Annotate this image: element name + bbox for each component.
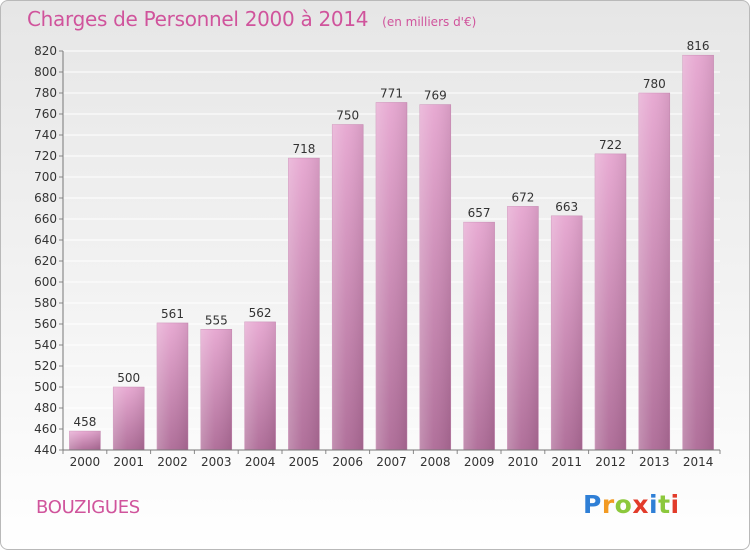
x-tick-label: 2013 — [639, 455, 670, 469]
logo-letter: i — [649, 490, 659, 519]
bar-value-label: 458 — [73, 415, 96, 429]
y-tick-label: 440 — [34, 443, 57, 457]
y-tick-label: 760 — [34, 107, 57, 121]
proxiti-logo: Proxiti — [583, 490, 680, 519]
bar-value-label: 500 — [117, 371, 140, 385]
y-tick-label: 620 — [34, 254, 57, 268]
y-tick-label: 680 — [34, 191, 57, 205]
bar-value-label: 561 — [161, 307, 184, 321]
y-tick-label: 520 — [34, 359, 57, 373]
bar-value-label: 750 — [336, 109, 359, 123]
y-tick-label: 700 — [34, 170, 57, 184]
x-tick-label: 2009 — [464, 455, 495, 469]
x-tick-label: 2011 — [551, 455, 582, 469]
y-tick-label: 820 — [34, 44, 57, 58]
bar-value-label: 780 — [643, 77, 666, 91]
y-tick-label: 740 — [34, 128, 57, 142]
x-tick-label: 2001 — [113, 455, 144, 469]
unit-label: (en milliers d'€) — [382, 15, 477, 29]
y-tick-label: 660 — [34, 212, 57, 226]
logo-letter: o — [614, 490, 633, 519]
y-tick-label: 800 — [34, 65, 57, 79]
place-name: BOUZIGUES — [36, 497, 140, 518]
y-tick-label: 600 — [34, 275, 57, 289]
bar-value-label: 672 — [511, 190, 534, 204]
x-tick-label: 2007 — [376, 455, 407, 469]
logo-letter: i — [670, 490, 680, 519]
x-tick-label: 2008 — [420, 455, 451, 469]
bar-value-label: 769 — [424, 89, 447, 103]
y-tick-label: 540 — [34, 338, 57, 352]
bar-value-label: 771 — [380, 86, 403, 100]
bar-value-label: 657 — [468, 206, 491, 220]
y-tick-label: 780 — [34, 86, 57, 100]
y-tick-label: 720 — [34, 149, 57, 163]
logo-letter: x — [632, 490, 649, 519]
y-tick-label: 560 — [34, 317, 57, 331]
bar-value-label: 816 — [687, 39, 710, 53]
y-tick-label: 580 — [34, 296, 57, 310]
logo-letter: t — [658, 490, 671, 519]
x-tick-label: 2002 — [157, 455, 188, 469]
y-tick-label: 640 — [34, 233, 57, 247]
logo-letter: P — [583, 490, 602, 519]
bar-value-label: 562 — [249, 306, 272, 320]
chart-title: Charges de Personnel 2000 à 2014 (en mill… — [27, 7, 476, 31]
bars: 458 500 561 555 562 718 750 771 769 657 672 663 722 7… — [69, 39, 714, 451]
x-tick-label: 2000 — [70, 455, 101, 469]
bar-value-label: 722 — [599, 138, 622, 152]
bar-value-label: 555 — [205, 313, 228, 327]
bar-value-label: 663 — [555, 200, 578, 214]
axes: 440 460 480 500 520 540 560 580 600 620 640 660 680 7… — [34, 44, 721, 469]
x-tick-label: 2010 — [508, 455, 539, 469]
y-tick-label: 480 — [34, 401, 57, 415]
x-tick-label: 2005 — [289, 455, 320, 469]
bar-value-label: 718 — [292, 142, 315, 156]
title-text: Charges de Personnel 2000 à 2014 — [27, 7, 369, 31]
y-tick-label: 460 — [34, 422, 57, 436]
x-tick-label: 2004 — [245, 455, 276, 469]
x-tick-label: 2014 — [683, 455, 714, 469]
x-tick-label: 2003 — [201, 455, 232, 469]
y-tick-label: 500 — [34, 380, 57, 394]
x-tick-label: 2006 — [332, 455, 363, 469]
logo-letter: r — [601, 490, 615, 519]
x-tick-label: 2012 — [595, 455, 626, 469]
